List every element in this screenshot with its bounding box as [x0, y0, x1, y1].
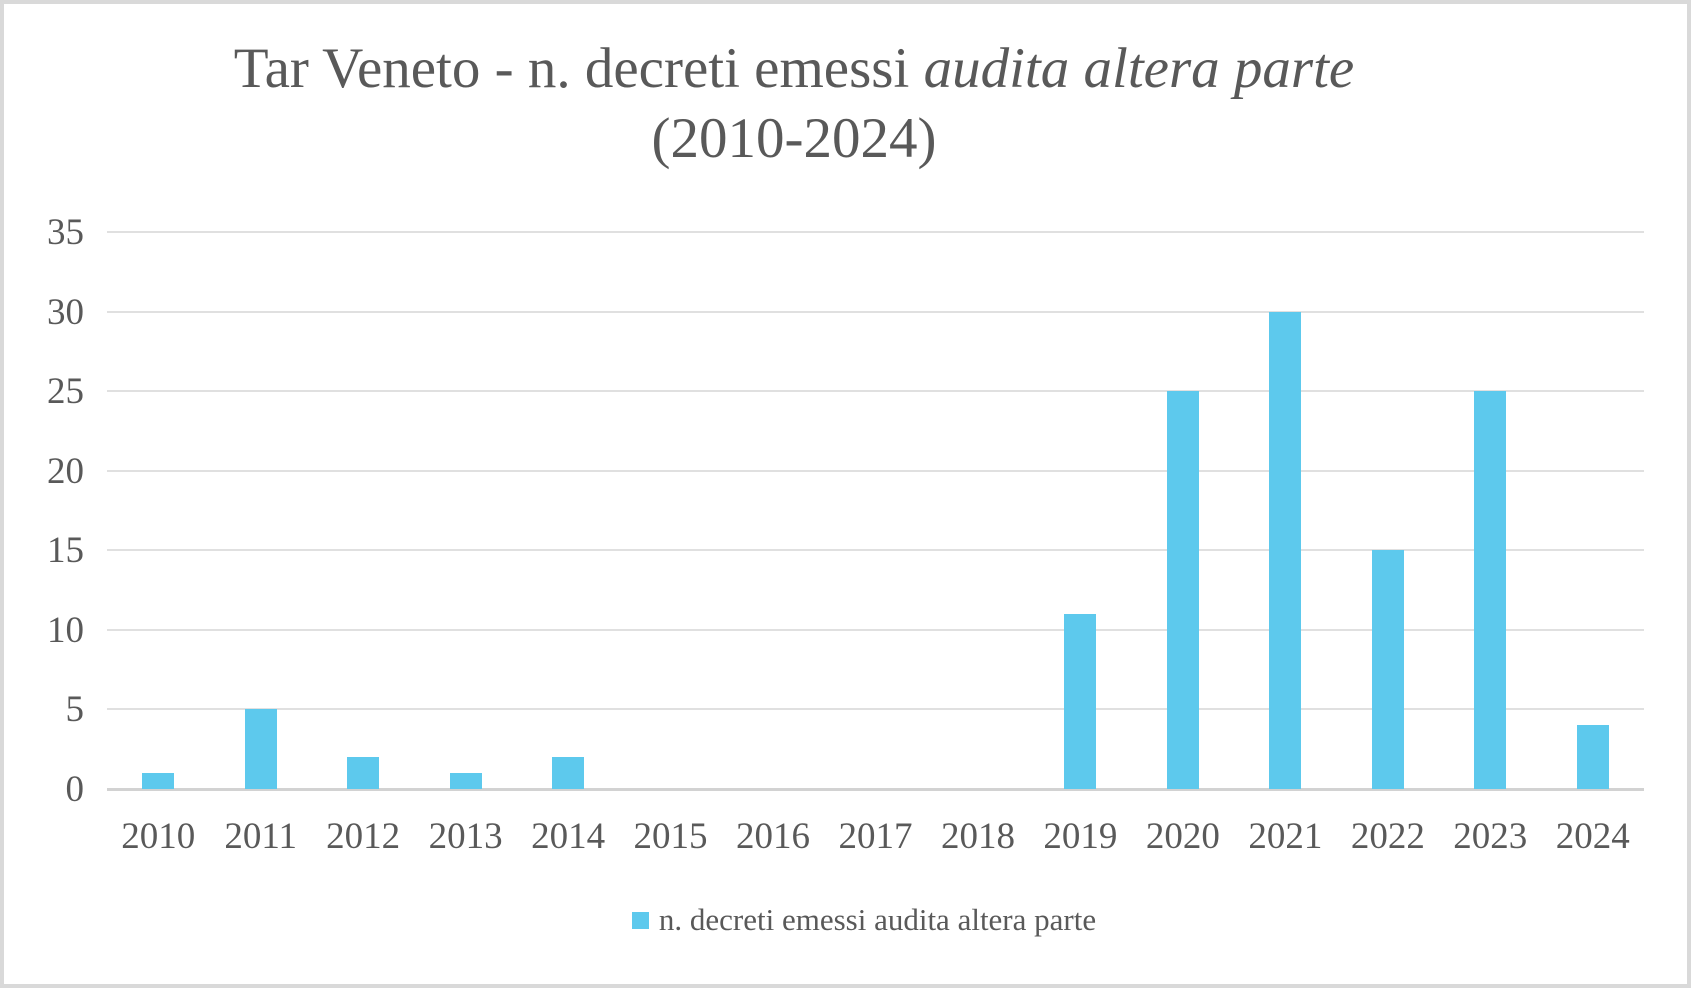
gridline-y10: [107, 628, 1644, 631]
x-axis-line: [107, 788, 1644, 791]
legend: n. decreti emessi audita altera parte: [4, 902, 1687, 938]
legend-label: n. decreti emessi audita altera parte: [658, 902, 1097, 937]
y-tick-label-25: 25: [47, 371, 84, 413]
chart-title-main: Tar Veneto - n. decreti emessi: [233, 37, 924, 100]
bar-2023: [1474, 391, 1507, 789]
chart-title-italic: audita altera parte: [923, 37, 1355, 100]
x-tick-label-2024: 2024: [1555, 816, 1630, 857]
x-tick-label-2021: 2021: [1248, 816, 1323, 857]
bar-2024: [1576, 725, 1609, 789]
x-tick-label-2016: 2016: [736, 816, 811, 857]
bar-2011: [244, 709, 277, 789]
x-tick-label-2013: 2013: [428, 816, 503, 857]
chart-title-line2: (2010-2024): [651, 107, 937, 170]
x-tick-label-2022: 2022: [1350, 816, 1425, 857]
gridline-y30: [107, 310, 1644, 313]
x-tick-label-2020: 2020: [1145, 816, 1220, 857]
bar-2014: [552, 757, 585, 789]
x-tick-label-2010: 2010: [121, 816, 196, 857]
y-tick-label-0: 0: [65, 769, 85, 810]
gridline-y25: [107, 390, 1644, 393]
y-tick-label-30: 30: [47, 291, 84, 333]
y-tick-label-5: 5: [65, 689, 85, 731]
chart-title: Tar Veneto - n. decreti emessi audita al…: [4, 34, 1584, 174]
x-tick-label-2015: 2015: [633, 816, 708, 857]
y-tick-label-35: 35: [47, 212, 84, 253]
x-tick-label-2011: 2011: [224, 816, 297, 857]
bar-2020: [1166, 391, 1199, 789]
y-tick-label-15: 15: [47, 530, 84, 572]
x-tick-label-2019: 2019: [1043, 816, 1118, 857]
bar-2010: [142, 773, 175, 789]
x-tick-label-2012: 2012: [326, 816, 401, 857]
plot-area: 0 5 10 15 20 25 30 35 2010 2011 2012 2013 2014 2015 20…: [47, 214, 1644, 857]
legend-swatch: [631, 911, 649, 929]
x-tick-label-2018: 2018: [940, 816, 1015, 857]
bar-2022: [1371, 550, 1404, 789]
y-tick-label-20: 20: [47, 450, 84, 492]
bar-2013: [449, 773, 482, 789]
y-tick-label-10: 10: [47, 609, 84, 651]
x-tick-label-2014: 2014: [531, 816, 606, 857]
bar-2021: [1269, 311, 1302, 789]
gridline-y20: [107, 469, 1644, 472]
bar-2012: [347, 757, 380, 789]
bar-2019: [1064, 613, 1097, 789]
gridline-y35: [107, 231, 1644, 233]
x-tick-label-2023: 2023: [1453, 816, 1528, 857]
x-tick-label-2017: 2017: [838, 816, 913, 857]
gridline-y15: [107, 549, 1644, 552]
gridline-y5: [107, 708, 1644, 711]
